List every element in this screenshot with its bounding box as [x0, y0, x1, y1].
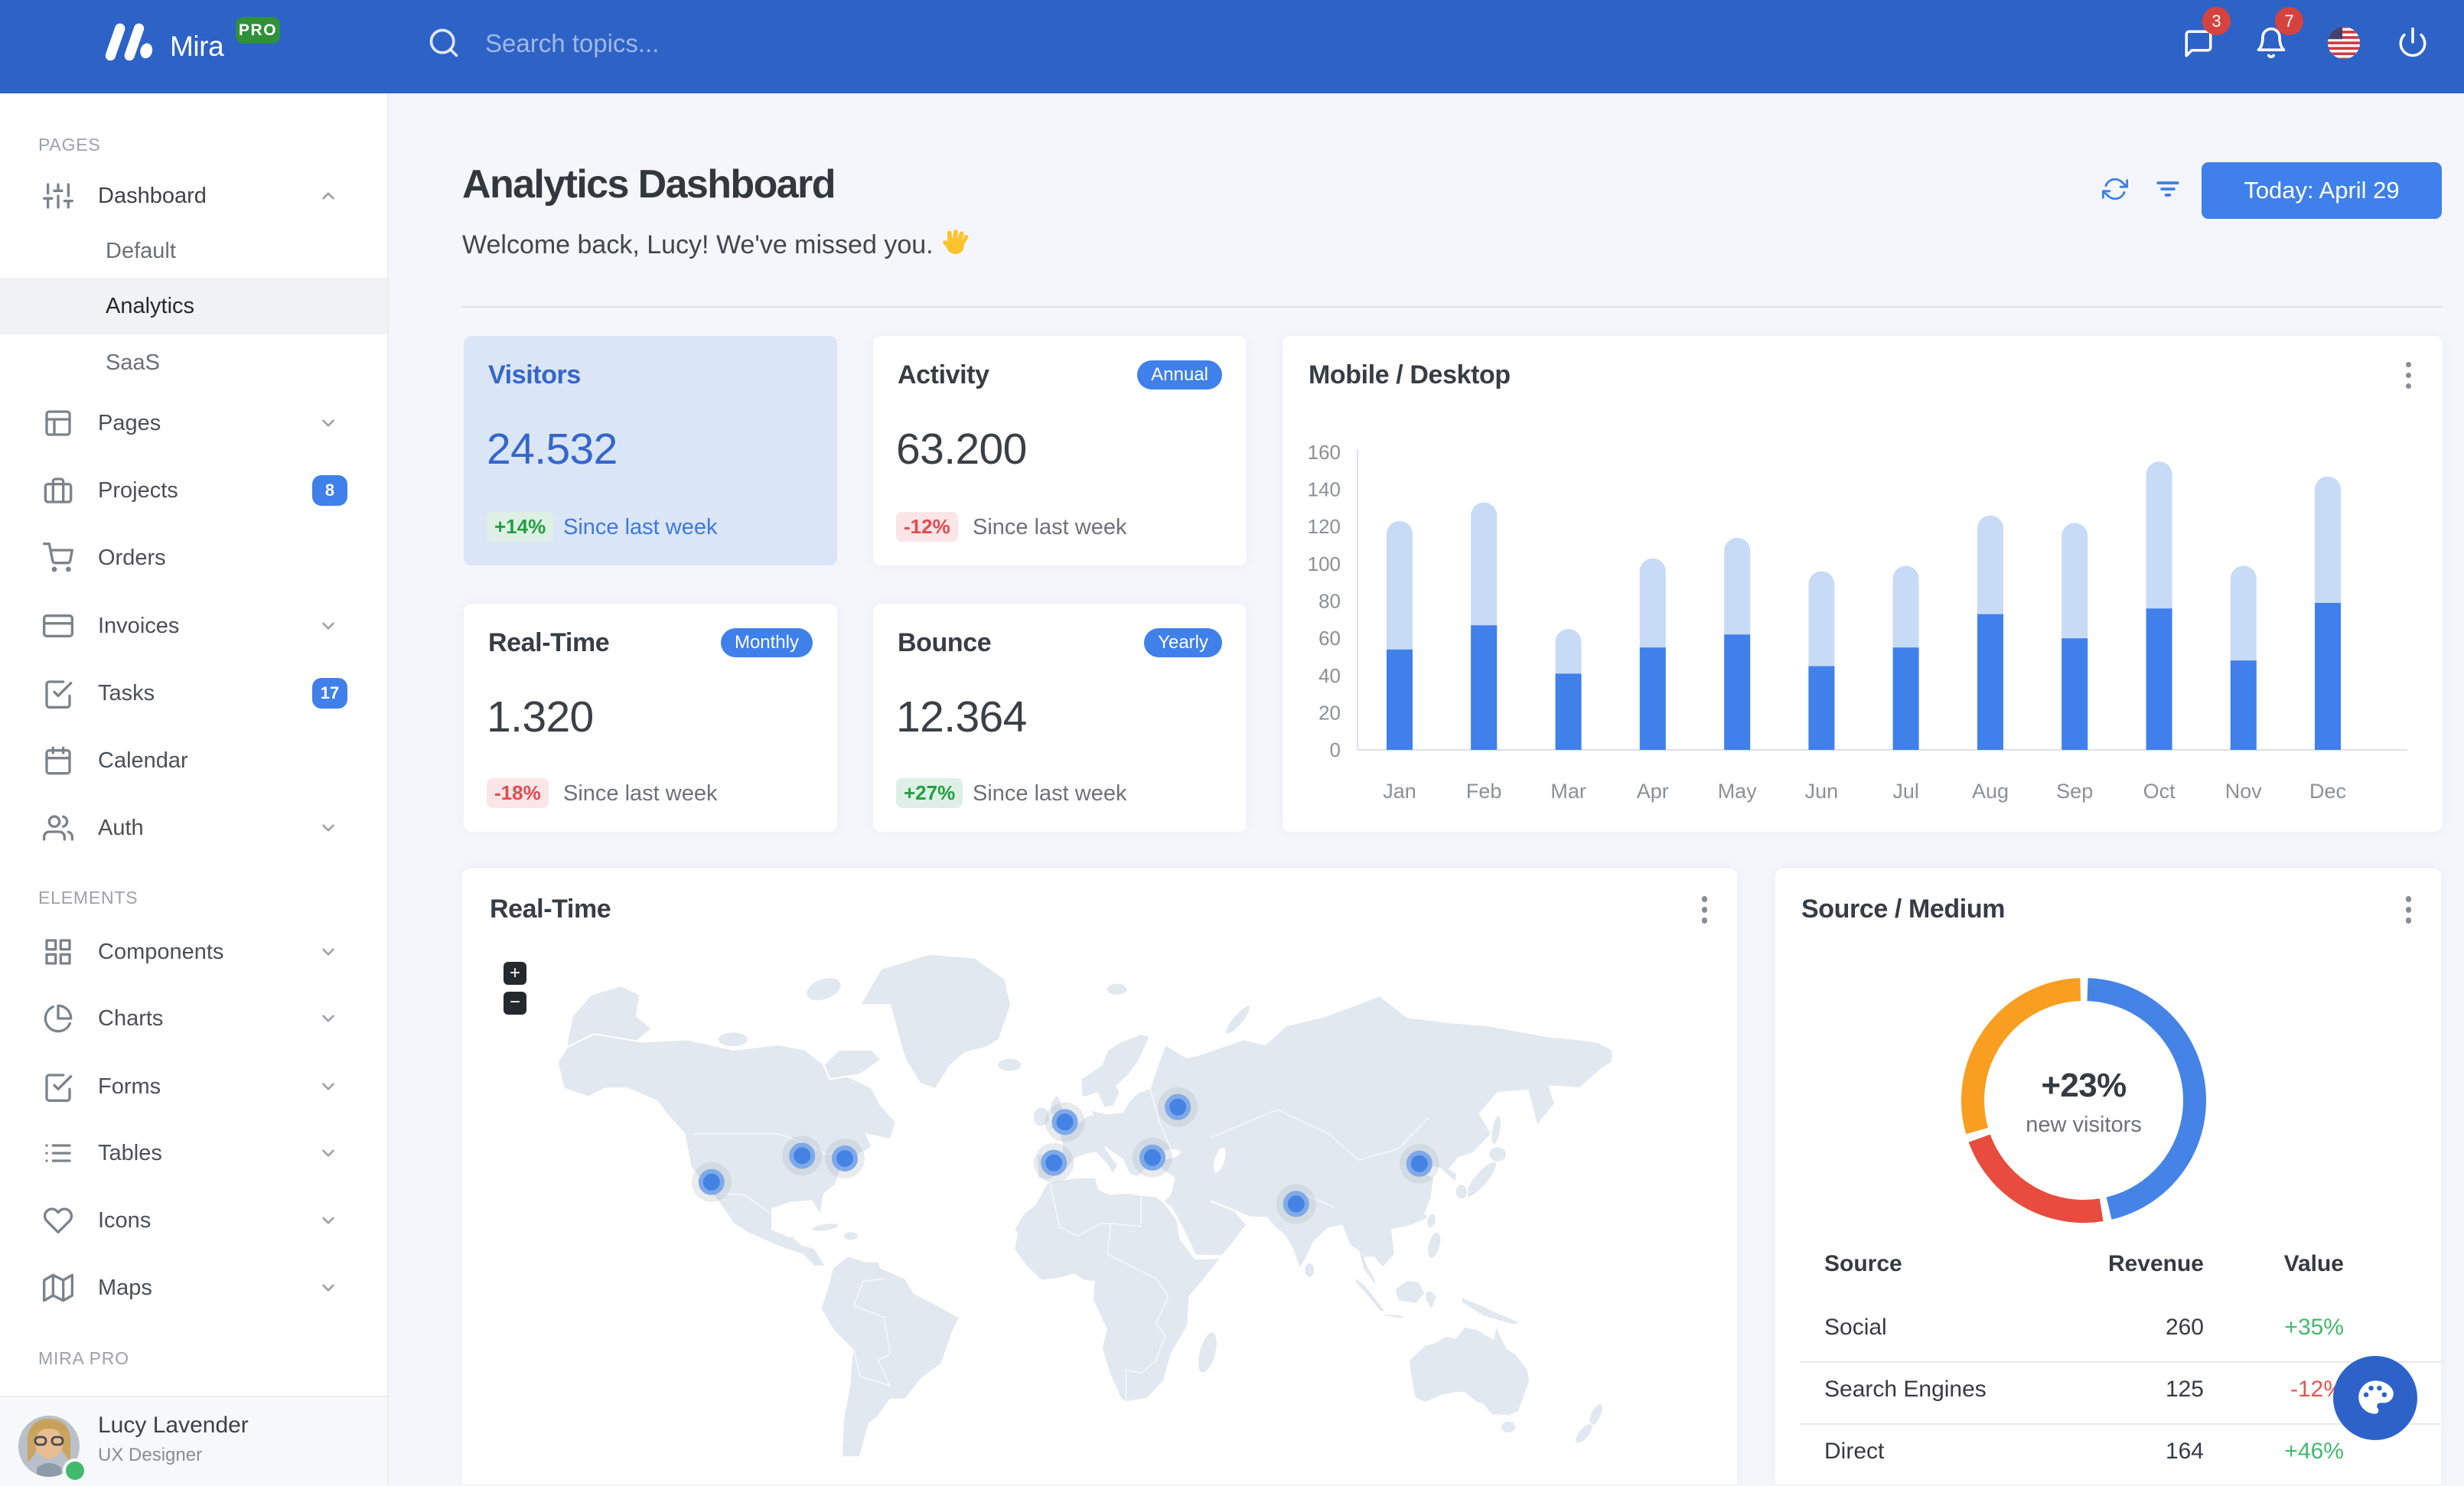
svg-text:Jun: Jun: [1805, 780, 1839, 803]
svg-text:Apr: Apr: [1637, 780, 1669, 803]
svg-text:Mar: Mar: [1550, 780, 1586, 803]
svg-text:120: 120: [1308, 515, 1341, 538]
svg-text:140: 140: [1308, 478, 1341, 501]
svg-text:Jan: Jan: [1383, 780, 1416, 803]
svg-text:Feb: Feb: [1466, 780, 1502, 803]
svg-text:160: 160: [1308, 441, 1341, 464]
svg-text:May: May: [1718, 780, 1758, 803]
svg-text:20: 20: [1318, 701, 1341, 724]
svg-text:40: 40: [1318, 664, 1341, 687]
svg-text:60: 60: [1318, 627, 1341, 650]
svg-text:Oct: Oct: [2143, 780, 2176, 803]
svg-text:100: 100: [1308, 552, 1341, 575]
svg-text:Dec: Dec: [2309, 780, 2346, 803]
svg-text:Jul: Jul: [1892, 780, 1919, 803]
svg-text:0: 0: [1330, 738, 1341, 761]
svg-text:80: 80: [1318, 590, 1341, 613]
svg-text:Aug: Aug: [1972, 780, 2009, 803]
svg-text:Nov: Nov: [2225, 780, 2263, 803]
svg-text:Sep: Sep: [2056, 780, 2093, 803]
